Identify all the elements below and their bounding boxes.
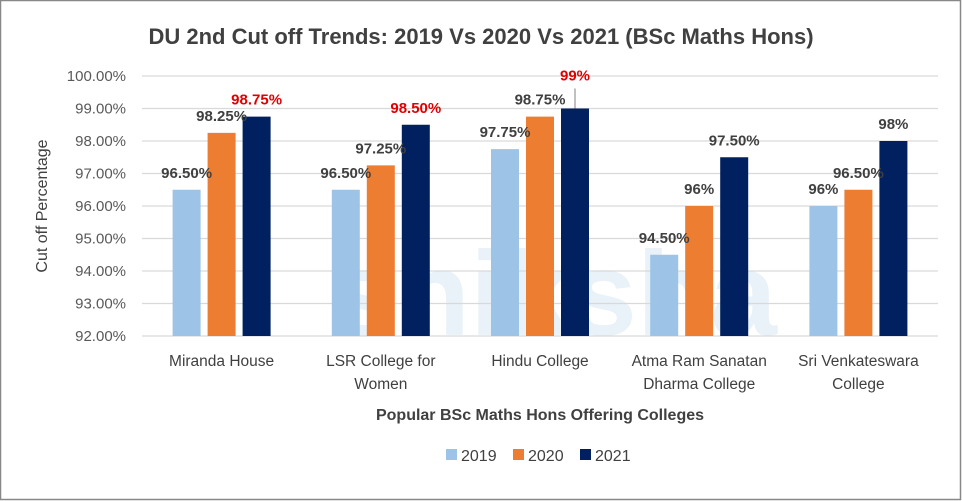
data-label: 96.50% xyxy=(320,165,371,182)
data-label: 96% xyxy=(684,181,714,198)
y-tick-label: 95.00% xyxy=(75,231,126,248)
data-label: 98.75% xyxy=(515,92,566,109)
y-tick-label: 94.00% xyxy=(75,263,126,280)
legend-label: 2019 xyxy=(461,448,497,465)
bar-2020-1 xyxy=(366,165,395,336)
gridlines: 92.00% 93.00% 94.00% 95.00% 96.00% 97.00% 98.0… xyxy=(67,68,938,345)
bar-2021-2 xyxy=(561,108,589,336)
bar-2019-1 xyxy=(331,189,360,336)
legend-label: 2020 xyxy=(528,448,564,465)
bars xyxy=(172,108,908,336)
y-tick-label: 100.00% xyxy=(67,68,126,85)
y-tick-label: 99.00% xyxy=(75,101,126,118)
legend-item-2021: 2021 xyxy=(580,448,631,465)
y-tick-label: 93.00% xyxy=(75,296,126,313)
data-label: 96% xyxy=(808,181,838,198)
data-label: 97.50% xyxy=(709,132,760,149)
bar-2020-0 xyxy=(207,132,236,336)
chart-title: DU 2nd Cut off Trends: 2019 Vs 2020 Vs 2… xyxy=(148,24,813,49)
bar-2019-3 xyxy=(650,254,679,336)
data-label: 98.50% xyxy=(390,100,441,117)
y-tick-label: 96.00% xyxy=(75,198,126,215)
y-axis-title: Cut off Percentage xyxy=(34,139,51,272)
y-tick-label: 97.00% xyxy=(75,166,126,183)
legend-swatch xyxy=(513,449,524,460)
x-category-label: Atma Ram Sanatan Dharma College xyxy=(632,353,767,393)
data-label: 98% xyxy=(878,116,908,133)
bar-2019-0 xyxy=(172,189,201,336)
bar-2020-3 xyxy=(685,206,714,336)
x-category-label: LSR College for Women xyxy=(326,353,435,393)
category-labels: Miranda House LSR College for Women Hindu C… xyxy=(169,353,919,393)
data-label: 98.25% xyxy=(196,108,247,125)
data-label: 97.25% xyxy=(355,140,406,157)
bar-2021-0 xyxy=(242,116,271,336)
data-label: 94.50% xyxy=(639,230,690,247)
x-category-label: Hindu College xyxy=(491,353,588,370)
data-label: 99% xyxy=(560,68,590,85)
x-category-label: Sri Venkateswara College xyxy=(798,353,919,393)
bar-2020-4 xyxy=(844,189,873,336)
bar-2019-2 xyxy=(491,149,519,336)
y-tick-label: 92.00% xyxy=(75,328,126,345)
data-labels: 96.50% 96.50% 97.75% 94.50% 96% 98.25% 97.25% 9… xyxy=(161,68,908,247)
legend-item-2019: 2019 xyxy=(446,448,497,465)
bar-2021-3 xyxy=(720,157,749,336)
bar-2021-4 xyxy=(879,141,908,336)
legend: 2019 2020 2021 xyxy=(446,448,631,465)
data-label: 97.75% xyxy=(480,124,531,141)
legend-item-2020: 2020 xyxy=(513,448,564,465)
bar-2020-2 xyxy=(526,116,554,336)
bar-2019-4 xyxy=(809,206,838,336)
legend-swatch xyxy=(446,449,457,460)
x-axis-title: Popular BSc Maths Hons Offering Colleges xyxy=(376,407,704,424)
bar-2021-1 xyxy=(401,124,430,336)
legend-swatch xyxy=(580,449,591,460)
data-label: 96.50% xyxy=(161,165,212,182)
legend-label: 2021 xyxy=(595,448,631,465)
y-tick-label: 98.00% xyxy=(75,133,126,150)
data-label: 98.75% xyxy=(231,92,282,109)
data-label: 96.50% xyxy=(833,165,884,182)
x-category-label: Miranda House xyxy=(169,353,274,370)
